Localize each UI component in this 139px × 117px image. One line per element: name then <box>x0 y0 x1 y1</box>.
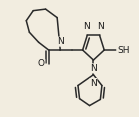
Text: N: N <box>57 37 64 46</box>
Text: O: O <box>38 59 45 68</box>
Text: N: N <box>97 22 104 31</box>
Text: N: N <box>90 64 97 73</box>
Text: N: N <box>90 79 97 88</box>
Text: N: N <box>83 22 90 31</box>
Text: SH: SH <box>117 46 130 55</box>
